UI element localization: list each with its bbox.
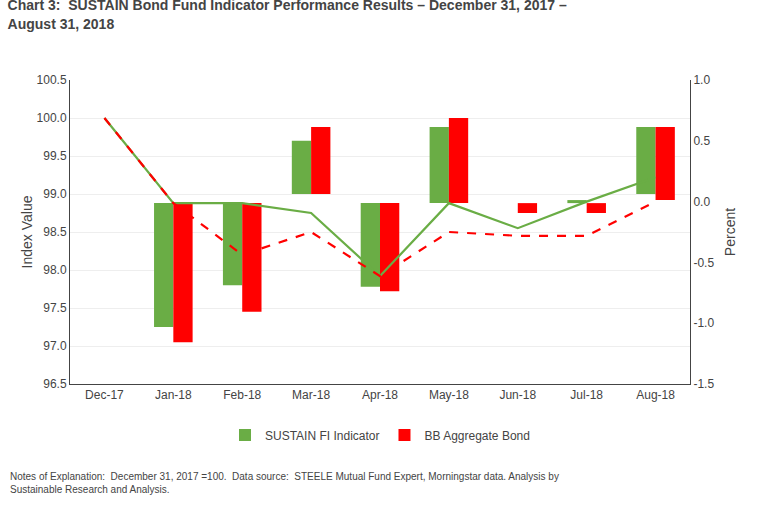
svg-text:0.0: 0.0 [693,195,710,209]
svg-text:100.0: 100.0 [37,111,67,125]
svg-text:Chart 3: SUSTAIN Bond Fund In: Chart 3: SUSTAIN Bond Fund Indicator Per… [8,0,567,32]
svg-text:98.5: 98.5 [43,225,67,239]
svg-text:100.5: 100.5 [37,73,67,87]
svg-text:-0.5: -0.5 [693,256,714,270]
svg-text:Jun-18: Jun-18 [499,388,536,402]
svg-text:Notes of Explanation: Decembe: Notes of Explanation: December 31, 2017 … [10,471,559,495]
svg-text:96.5: 96.5 [43,377,67,391]
svg-text:SUSTAIN FI Indicator: SUSTAIN FI Indicator [265,429,379,443]
svg-text:Aug-18: Aug-18 [636,388,675,402]
svg-text:-1.0: -1.0 [693,316,714,330]
svg-text:97.5: 97.5 [43,301,67,315]
svg-text:Apr-18: Apr-18 [362,388,398,402]
svg-text:97.0: 97.0 [43,339,67,353]
svg-text:1.0: 1.0 [693,73,710,87]
svg-text:BB Aggregate Bond: BB Aggregate Bond [424,429,529,443]
svg-text:98.0: 98.0 [43,263,67,277]
svg-text:Feb-18: Feb-18 [223,388,261,402]
svg-text:0.5: 0.5 [693,134,710,148]
svg-text:Jul-18: Jul-18 [570,388,603,402]
svg-text:Jan-18: Jan-18 [155,388,192,402]
svg-text:99.0: 99.0 [43,187,67,201]
svg-text:Index Value: Index Value [19,195,35,268]
svg-text:Percent: Percent [722,208,738,256]
svg-text:May-18: May-18 [429,388,469,402]
svg-text:Dec-17: Dec-17 [85,388,124,402]
svg-text:Mar-18: Mar-18 [292,388,330,402]
svg-text:99.5: 99.5 [43,149,67,163]
svg-text:-1.5: -1.5 [693,377,714,391]
